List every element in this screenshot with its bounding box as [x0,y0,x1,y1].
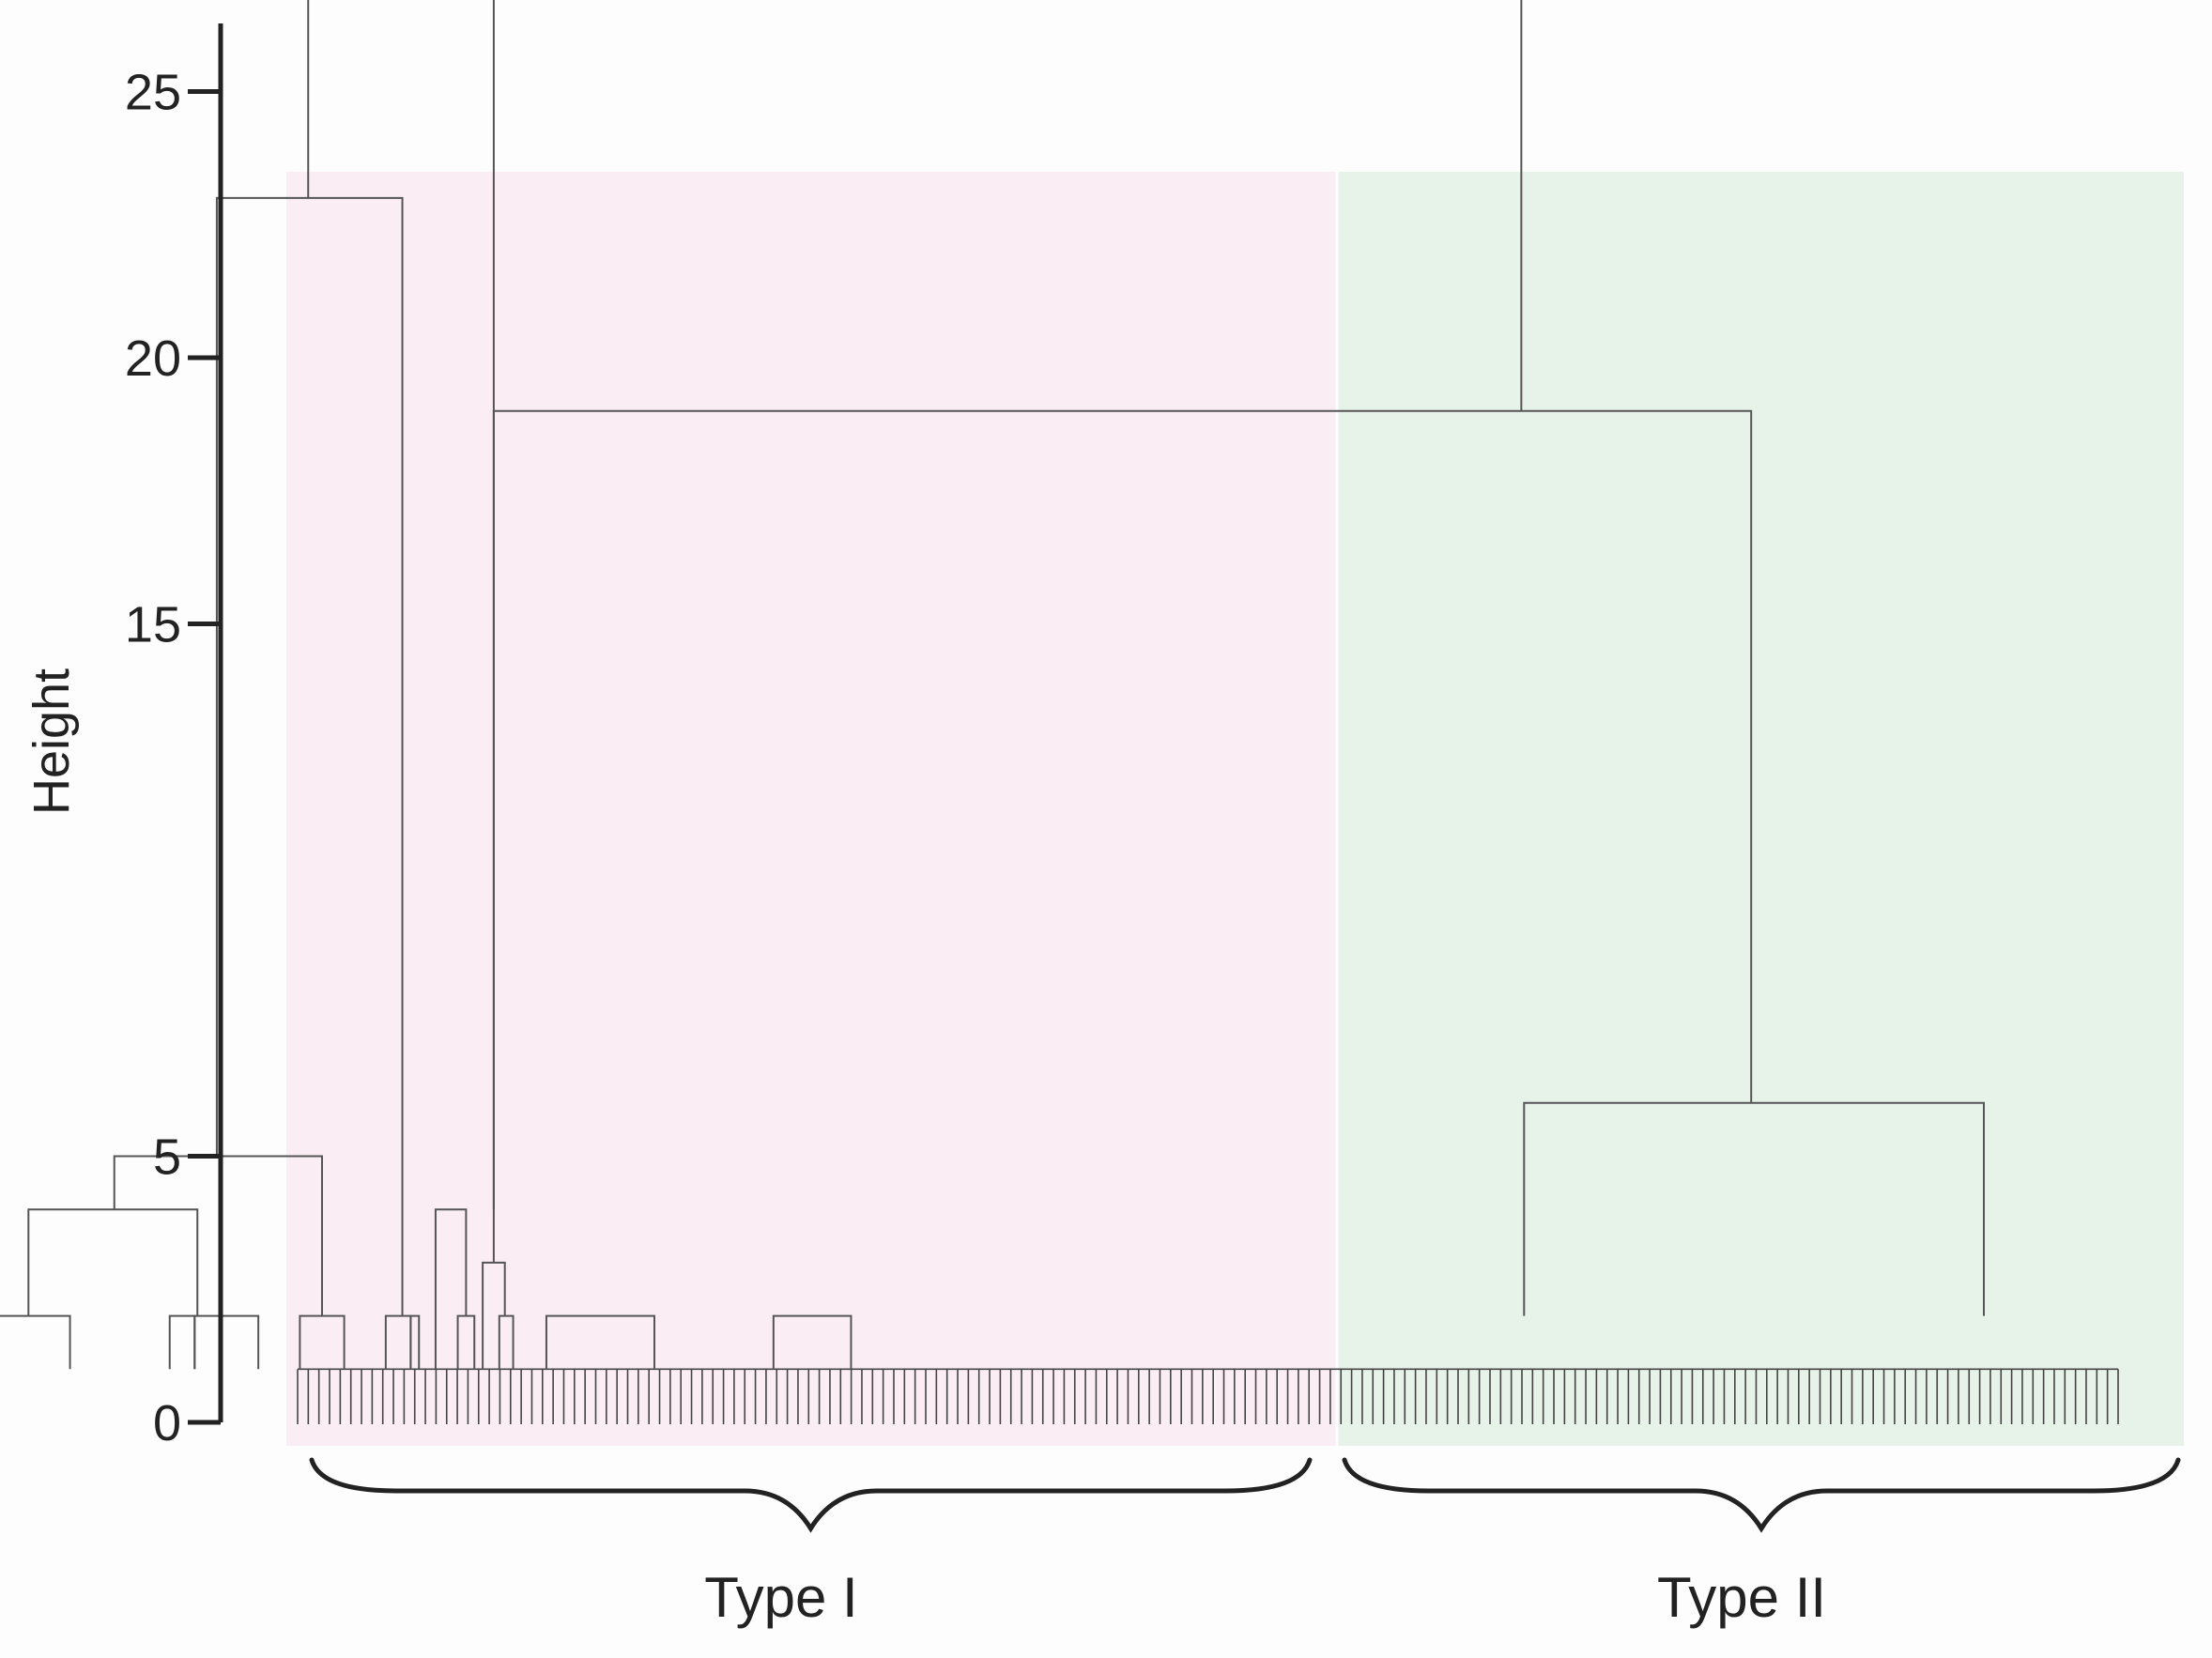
merge-link [299,1314,346,1370]
type-ii-brace [1342,1457,2181,1533]
y-tick-label: 15 [125,597,181,653]
merge-link [409,1314,421,1370]
merge-link [27,1208,199,1316]
merge-link [498,1314,515,1370]
type-ii-label: Type II [1657,1566,1826,1629]
cluster-braces [309,1457,2181,1533]
y-tick-label: 20 [125,330,181,387]
merge-link [193,1314,260,1370]
merge-link [0,1314,71,1370]
merge-link [772,1314,853,1370]
merge-link [215,196,404,1316]
dendrogram-links [0,0,1985,1370]
merge-link [482,1261,506,1370]
leaf-ticks [297,1368,2119,1424]
type-i-band [286,172,1336,1446]
merge-link [492,409,1753,1263]
merge-link [456,1314,476,1370]
y-axis: 0515202530 [125,23,223,1451]
type-i-brace [309,1457,1313,1533]
type-i-label: Type I [704,1566,857,1629]
merge-link [434,1208,468,1370]
merge-link [1523,1101,1985,1316]
y-axis-title: Height [23,668,80,815]
y-tick-label: 5 [153,1129,181,1186]
y-tick-label: 0 [153,1395,181,1451]
type-ii-band [1338,172,2184,1446]
merge-link [545,1314,655,1370]
y-tick-label: 25 [125,65,181,121]
cluster-bands [286,172,2184,1446]
merge-link [1520,0,1523,411]
